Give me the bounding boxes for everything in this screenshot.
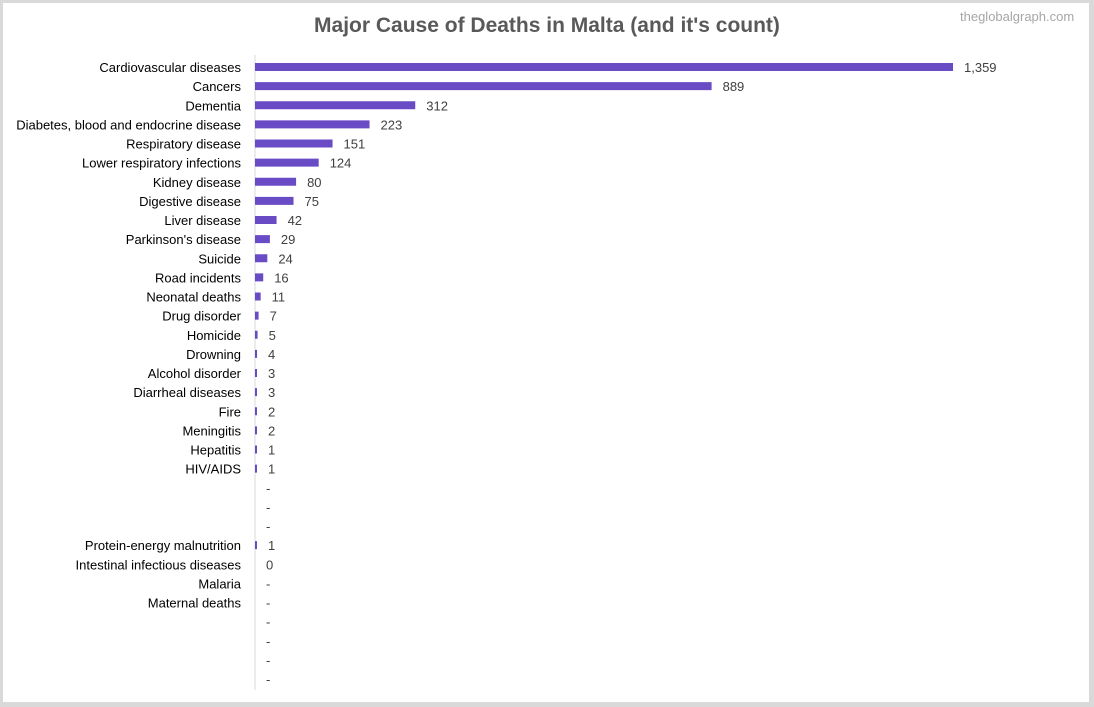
bar [255,235,270,244]
data-label: 29 [281,232,295,247]
bar [255,139,333,148]
bar [255,311,259,320]
data-label: 1 [268,462,275,477]
category-label: Respiratory disease [126,137,241,152]
watermark: theglobalgraph.com [960,9,1075,24]
data-label: 3 [268,385,275,400]
data-label: - [266,634,270,649]
data-label: 0 [266,557,273,572]
chart-frame [3,3,1089,702]
bar [255,464,257,473]
bar [255,196,294,205]
data-label: - [266,500,270,515]
category-label: Kidney disease [153,175,241,190]
category-label: Alcohol disorder [148,366,242,381]
bar [255,407,257,416]
bar [255,292,261,301]
bar [255,254,268,263]
category-label: Homicide [187,328,241,343]
data-label: 16 [274,270,288,285]
bar [255,273,264,282]
data-label: 312 [426,98,448,113]
data-label: 80 [307,175,321,190]
category-label: Intestinal infectious diseases [76,557,242,572]
category-label: Drug disorder [162,309,241,324]
category-label: Suicide [198,251,241,266]
bar [255,349,258,358]
bar [255,541,257,550]
data-label: 4 [268,347,275,362]
category-label: Diarrheal diseases [133,385,241,400]
data-label: 5 [269,328,276,343]
bar [255,426,257,435]
bar [255,369,257,377]
category-label: Neonatal deaths [146,290,241,305]
category-label: Malaria [198,576,241,591]
data-label: 223 [381,117,403,132]
bar [255,120,370,129]
data-label: - [266,519,270,534]
category-label: Dementia [185,98,241,113]
data-label: 3 [268,366,275,381]
category-label: Fire [219,404,241,419]
chart-title: Major Cause of Deaths in Malta (and it's… [314,14,780,37]
data-label: 42 [288,213,302,228]
category-label: Lower respiratory infections [82,156,241,171]
data-label: 124 [330,156,352,171]
bar [255,445,257,454]
category-label: Diabetes, blood and endocrine disease [16,117,241,132]
data-label: 7 [270,309,277,324]
bar [255,216,277,224]
category-label: Protein-energy malnutrition [85,538,241,553]
category-label: Cancers [193,79,242,94]
data-label: - [266,672,270,687]
category-label: Hepatitis [190,443,241,458]
data-label: 1 [268,538,275,553]
data-label: - [266,596,270,611]
category-label: Meningitis [182,423,241,438]
category-label: Road incidents [155,270,241,285]
data-label: 151 [344,137,366,152]
data-label: 889 [723,79,745,94]
data-label: 2 [268,423,275,438]
category-label: HIV/AIDS [185,462,241,477]
category-label: Liver disease [164,213,241,228]
bar [255,82,712,91]
bar [255,101,416,110]
data-label: 1,359 [964,60,997,75]
data-label: 1 [268,443,275,458]
data-label: - [266,653,270,668]
category-label: Digestive disease [139,194,241,209]
data-label: 75 [305,194,319,209]
data-label: 2 [268,404,275,419]
data-label: - [266,576,270,591]
bar [255,388,257,397]
data-label: 11 [272,290,286,305]
data-label: 24 [278,251,292,266]
bar [255,330,258,339]
bar [255,63,953,71]
bar [255,158,319,167]
data-label: - [266,481,270,496]
category-label: Cardiovascular diseases [99,60,241,75]
category-label: Parkinson's disease [126,232,241,247]
category-label: Maternal deaths [148,596,242,611]
category-label: Drowning [186,347,241,362]
bar [255,177,297,186]
data-label: - [266,615,270,630]
